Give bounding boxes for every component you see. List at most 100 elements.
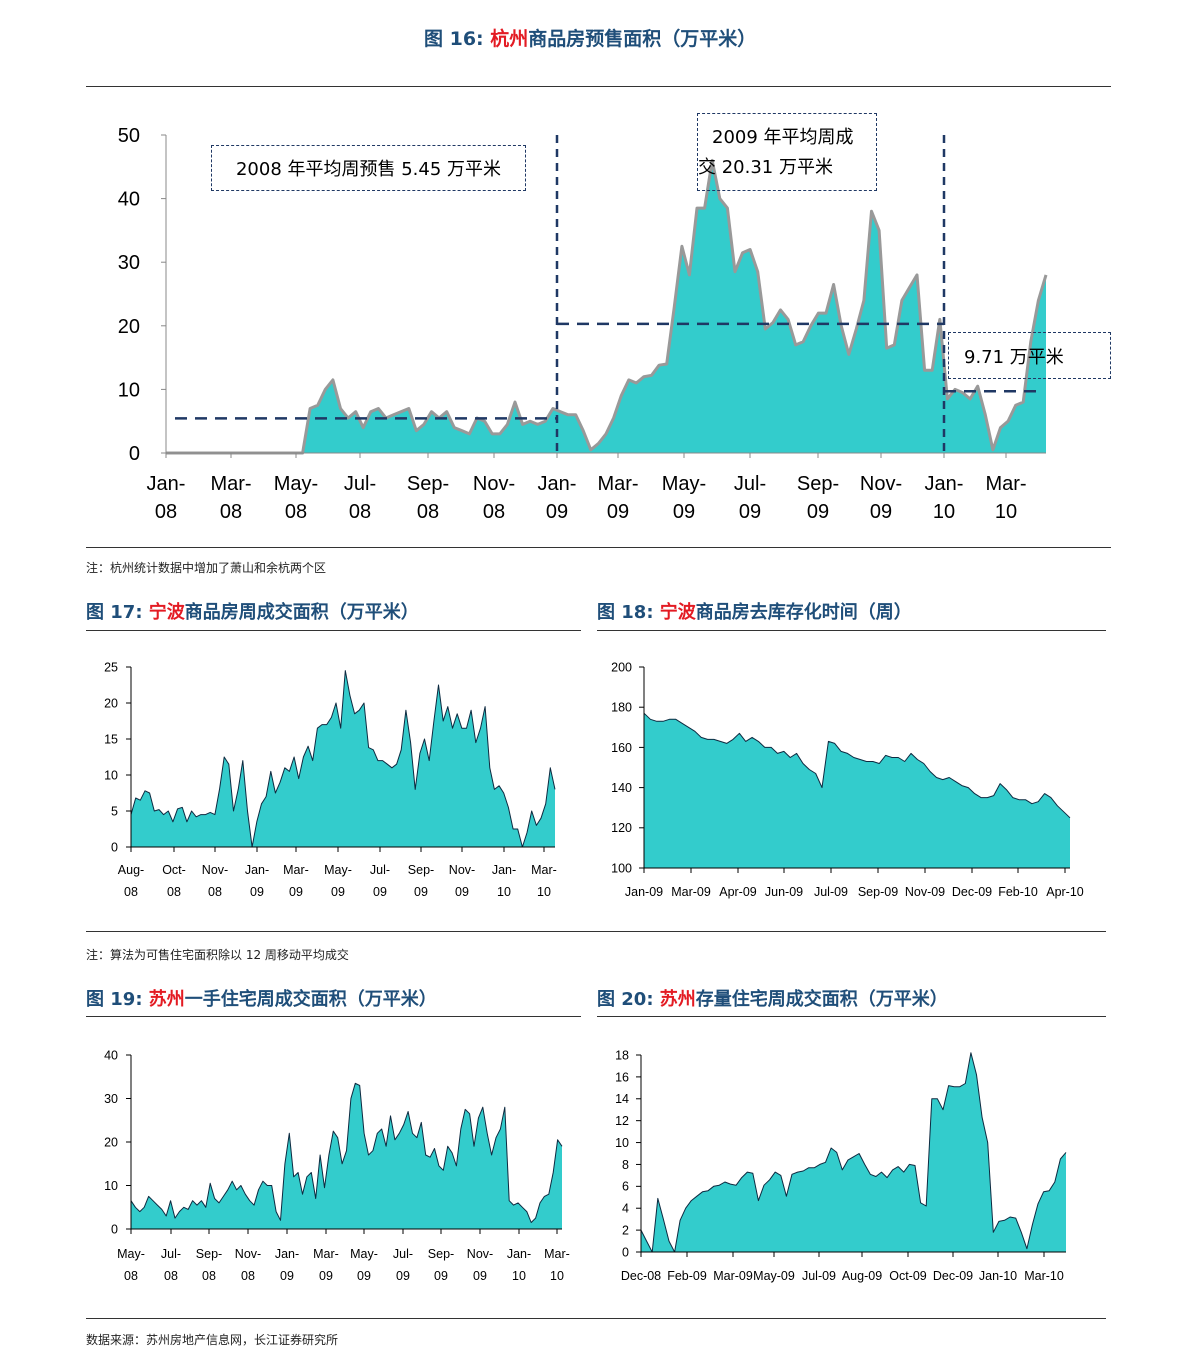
fig18-city: 宁波 bbox=[659, 602, 696, 623]
fig17-x-tick-label: 09 bbox=[289, 885, 303, 899]
fig20-x-tick-label: Feb-09 bbox=[667, 1269, 707, 1283]
fig16-y-tick-label: 0 bbox=[129, 443, 140, 465]
fig16-x-tick-label: 08 bbox=[349, 501, 371, 523]
fig20-y-tick-label: 4 bbox=[622, 1202, 629, 1216]
fig19-x-tick-label: Jan- bbox=[507, 1247, 531, 1261]
fig19-num: 图 19: bbox=[86, 989, 143, 1010]
fig19-x-tick-label: Mar- bbox=[313, 1247, 339, 1261]
fig16-title: 图 16: 杭州商品房预售面积（万平米） bbox=[424, 24, 756, 51]
fig20-y-tick-label: 16 bbox=[615, 1070, 629, 1084]
fig16-x-tick-label: 08 bbox=[220, 501, 242, 523]
fig16-x-tick-label: 09 bbox=[673, 501, 695, 523]
fig17-area bbox=[131, 670, 555, 847]
fig16-x-tick-label: 08 bbox=[483, 501, 505, 523]
fig18-y-tick-label: 140 bbox=[611, 781, 632, 795]
fig16-x-tick-label: 08 bbox=[417, 501, 439, 523]
fig16-annotation-2009-line1: 2009 年平均周成 bbox=[712, 127, 854, 148]
fig16-bottom-rule bbox=[86, 547, 1111, 548]
fig16-x-tick-label: Sep- bbox=[407, 473, 449, 495]
fig19-x-tick-label: 08 bbox=[241, 1269, 255, 1283]
fig18-x-tick-label: Sep-09 bbox=[858, 885, 898, 899]
fig16-annotation-2010-text: 9.71 万平米 bbox=[964, 346, 1064, 368]
fig16-annotation-2009-line2: 交 20.31 万平米 bbox=[698, 157, 833, 178]
fig16-x-tick-label: Sep- bbox=[797, 473, 839, 495]
fig16-x-tick-label: Jan- bbox=[147, 473, 186, 495]
fig20-top-rule bbox=[597, 1016, 1106, 1017]
fig17-x-tick-label: May- bbox=[324, 863, 352, 877]
fig19-x-tick-label: 09 bbox=[434, 1269, 448, 1283]
fig17-x-tick-label: 10 bbox=[537, 885, 551, 899]
fig19-series-line bbox=[130, 1082, 563, 1223]
fig18-y-tick-label: 160 bbox=[611, 741, 632, 755]
fig17-x-tick-label: 09 bbox=[250, 885, 264, 899]
fig17-x-tick-label: 08 bbox=[167, 885, 181, 899]
fig19-x-tick-label: 10 bbox=[550, 1269, 564, 1283]
fig16-title-text: 商品房预售面积（万平米） bbox=[528, 28, 757, 50]
fig16-x-tick-label: Jul- bbox=[344, 473, 376, 495]
fig17-x-tick-label: 10 bbox=[497, 885, 511, 899]
fig17-y-tick-label: 10 bbox=[104, 768, 118, 782]
fig19-x-tick-label: Nov- bbox=[467, 1247, 493, 1261]
fig16-annotation-2008: 2008 年平均周预售 5.45 万平米 bbox=[211, 145, 526, 191]
fig19-y-tick-label: 30 bbox=[104, 1092, 118, 1106]
fig17-18-bottom-rule bbox=[86, 931, 1106, 932]
fig19-title-text: 一手住宅周成交面积（万平米） bbox=[184, 989, 437, 1010]
fig16-x-tick-label: Nov- bbox=[860, 473, 902, 495]
fig17-x-tick-label: 09 bbox=[373, 885, 387, 899]
fig19-x-tick-label: Jul- bbox=[161, 1247, 181, 1261]
fig20-x-tick-label: Dec-08 bbox=[621, 1269, 661, 1283]
fig17-x-tick-label: Aug- bbox=[118, 863, 144, 877]
fig16-x-tick-label: Mar- bbox=[210, 473, 251, 495]
fig19-y-tick-label: 40 bbox=[104, 1048, 118, 1062]
fig18-y-tick-label: 100 bbox=[611, 861, 632, 875]
fig16-x-tick-label: Jan- bbox=[538, 473, 577, 495]
fig16-x-tick-label: 09 bbox=[739, 501, 761, 523]
fig18-series-line bbox=[643, 712, 1071, 819]
fig19-title: 图 19: 苏州一手住宅周成交面积（万平米） bbox=[86, 985, 437, 1011]
fig19-y-tick-label: 0 bbox=[111, 1222, 118, 1236]
fig16-x-tick-label: May- bbox=[662, 473, 706, 495]
fig20-title: 图 20: 苏州存量住宅周成交面积（万平米） bbox=[597, 985, 948, 1011]
fig18-y-tick-label: 200 bbox=[611, 660, 632, 674]
fig20-x-tick-label: Aug-09 bbox=[842, 1269, 882, 1283]
fig16-annotation-2010: 9.71 万平米 bbox=[948, 332, 1111, 379]
fig20-x-tick-label: Mar-10 bbox=[1024, 1269, 1064, 1283]
fig20-y-tick-label: 18 bbox=[615, 1048, 629, 1062]
fig17-x-tick-label: Mar- bbox=[283, 863, 309, 877]
fig18-y-tick-label: 120 bbox=[611, 821, 632, 835]
fig19-x-tick-label: Sep- bbox=[428, 1247, 454, 1261]
fig17-y-tick-label: 15 bbox=[104, 732, 118, 746]
fig16-y-tick-label: 40 bbox=[118, 189, 140, 211]
fig18-area bbox=[644, 713, 1070, 868]
fig16-note: 注：杭州统计数据中增加了萧山和余杭两个区 bbox=[86, 561, 327, 575]
fig20-x-tick-label: Mar-09 bbox=[713, 1269, 753, 1283]
fig18-title: 图 18: 宁波商品房去库存化时间（周） bbox=[597, 598, 912, 624]
fig20-area bbox=[641, 1052, 1066, 1252]
fig16-area bbox=[166, 160, 1046, 453]
fig16-x-tick-label: May- bbox=[274, 473, 318, 495]
fig16-x-tick-label: Nov- bbox=[473, 473, 515, 495]
fig19-x-tick-label: Jul- bbox=[393, 1247, 413, 1261]
fig20-y-tick-label: 8 bbox=[622, 1158, 629, 1172]
fig19-y-tick-label: 10 bbox=[104, 1179, 118, 1193]
fig19-y-tick-label: 20 bbox=[104, 1135, 118, 1149]
fig19-area bbox=[131, 1083, 562, 1229]
fig19-x-tick-label: 09 bbox=[357, 1269, 371, 1283]
fig18-x-tick-label: Nov-09 bbox=[905, 885, 945, 899]
fig16-annotation-2008-text: 2008 年平均周预售 5.45 万平米 bbox=[235, 159, 502, 180]
fig18-x-tick-label: Dec-09 bbox=[952, 885, 992, 899]
fig16-city: 杭州 bbox=[490, 28, 529, 50]
fig17-y-tick-label: 0 bbox=[111, 840, 118, 854]
fig19-x-tick-label: May- bbox=[350, 1247, 378, 1261]
fig17-y-tick-label: 25 bbox=[104, 660, 118, 674]
fig16-y-tick-label: 30 bbox=[118, 252, 140, 274]
fig19-city: 苏州 bbox=[148, 989, 185, 1010]
fig16-top-rule bbox=[86, 86, 1111, 87]
fig16-x-tick-label: 09 bbox=[807, 501, 829, 523]
fig16-annotation-2009: 2009 年平均周成 交 20.31 万平米 bbox=[697, 113, 877, 191]
fig20-y-tick-label: 6 bbox=[622, 1180, 629, 1194]
